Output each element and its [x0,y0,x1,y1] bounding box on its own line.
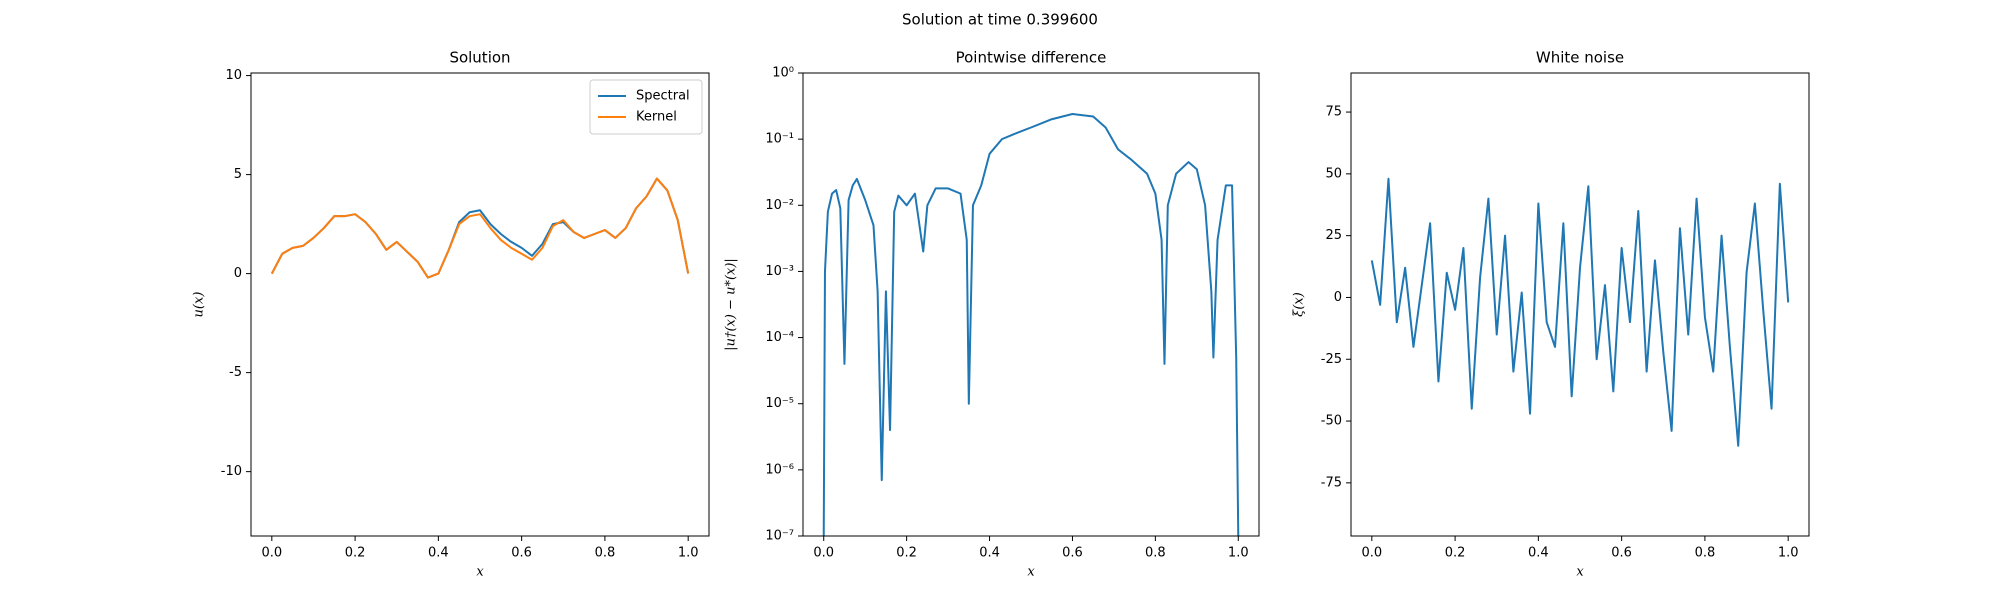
series-line [270,177,690,279]
x-tick-label: 0.4 [428,546,449,561]
y-axis-label: |u†(x) − u*(x)| [724,258,739,351]
x-tick-label: 1.0 [678,546,699,561]
y-tick-label: -25 [1321,352,1342,367]
axes-title: Solution [449,49,510,67]
y-tick-label: 10⁻² [765,198,794,213]
x-tick-label: 1.0 [1778,546,1799,561]
legend-box [589,79,703,135]
plot-area [270,177,690,279]
x-tick-label: 0.6 [1062,546,1083,561]
axes-title: Pointwise difference [956,49,1107,67]
plot-area [1370,177,1790,447]
axes-title: White noise [1536,49,1624,67]
series-line [1370,177,1790,447]
y-tick-label: 10⁻⁵ [765,396,794,411]
x-tick-label: 0.4 [1528,546,1549,561]
x-axis-label: x [1027,565,1035,580]
y-tick-label: -5 [229,365,242,380]
y-tick-label: 25 [1325,228,1342,243]
axes-frame [802,72,1260,537]
plot-area [822,112,1240,536]
x-tick-label: 0.8 [1695,546,1716,561]
y-tick-label: 5 [234,167,242,182]
x-tick-label: 0.6 [511,546,532,561]
legend-label: Kernel [636,110,677,125]
y-tick-label: 50 [1325,166,1342,181]
y-tick-label: 0 [1334,290,1342,305]
y-axis-label: u(x) [192,292,207,318]
y-tick-label: 10 [225,68,242,83]
y-tick-label: 10⁻⁷ [765,529,794,544]
y-tick-label: 10⁻³ [765,264,794,279]
x-tick-label: 0.2 [345,546,366,561]
y-tick-label: 10⁻⁴ [765,330,794,345]
y-tick-label: 10⁰ [772,66,794,81]
x-tick-label: 0.6 [1611,546,1632,561]
x-tick-label: 0.8 [1145,546,1166,561]
legend-label: Spectral [636,89,690,104]
x-tick-label: 1.0 [1228,546,1249,561]
y-tick-label: 0 [234,266,242,281]
x-axis-label: x [1576,565,1584,580]
y-tick-label: 10⁻⁶ [765,462,794,477]
x-tick-label: 0.0 [813,546,834,561]
figure-title: Solution at time 0.399600 [902,11,1098,29]
x-tick-label: 0.4 [979,546,1000,561]
x-axis-label: x [476,565,484,580]
y-axis-label: ξ(x) [1292,292,1307,317]
x-tick-label: 0.8 [595,546,616,561]
y-tick-label: -10 [221,464,242,479]
y-tick-label: -50 [1321,414,1342,429]
series-line [822,112,1240,536]
y-tick-label: 10⁻¹ [765,132,794,147]
x-tick-label: 0.0 [261,546,282,561]
x-tick-label: 0.2 [896,546,917,561]
axes-frame [1350,72,1810,537]
axes-frame [250,72,710,537]
x-tick-label: 0.2 [1445,546,1466,561]
x-tick-label: 0.0 [1361,546,1382,561]
y-tick-label: 75 [1325,105,1342,120]
y-tick-label: -75 [1321,475,1342,490]
